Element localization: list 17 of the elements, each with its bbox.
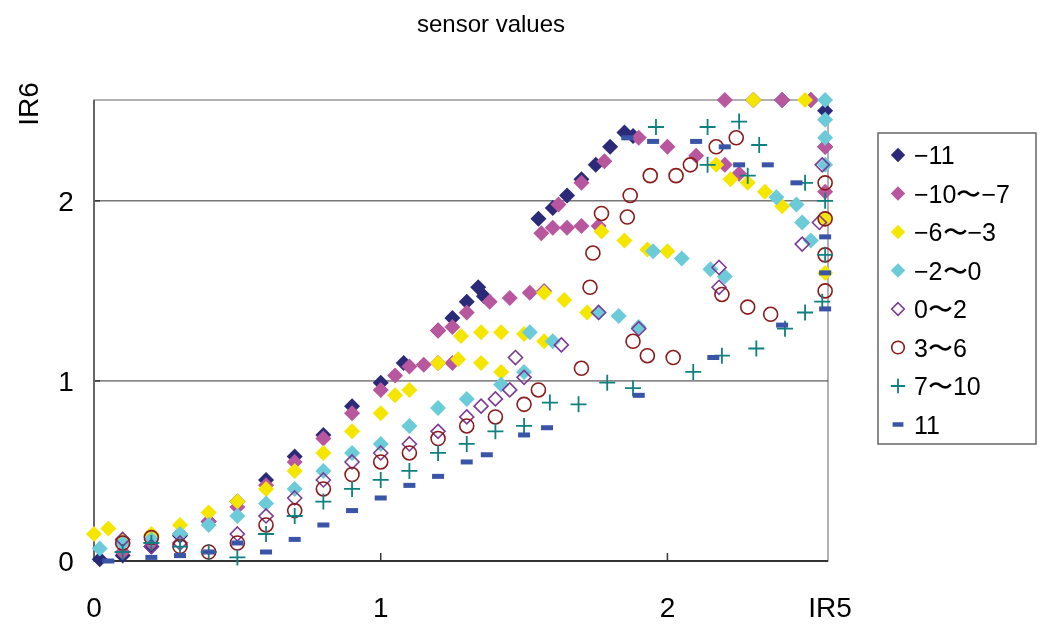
legend-label: 0〜2 (914, 295, 967, 323)
y-tick-label: 1 (58, 365, 74, 397)
legend-label: 7〜10 (914, 372, 981, 400)
y-axis-title: IR6 (13, 82, 44, 126)
legend-label: 11 (914, 410, 940, 439)
y-tick-label: 2 (58, 185, 74, 217)
legend-label: 3〜6 (914, 333, 967, 362)
legend-label: −10〜−7 (914, 179, 1010, 208)
x-axis-title: IR5 (808, 592, 852, 623)
legend-label: −2〜0 (914, 256, 982, 285)
x-tick-label: 0 (86, 592, 102, 623)
x-tick-label: 1 (372, 592, 389, 623)
y-tick-label: 0 (58, 546, 74, 577)
legend-label: −11 (914, 141, 955, 169)
legend-label: −6〜−3 (914, 218, 997, 246)
chart-title: sensor values (416, 10, 566, 37)
x-tick-label: 2 (659, 592, 676, 623)
